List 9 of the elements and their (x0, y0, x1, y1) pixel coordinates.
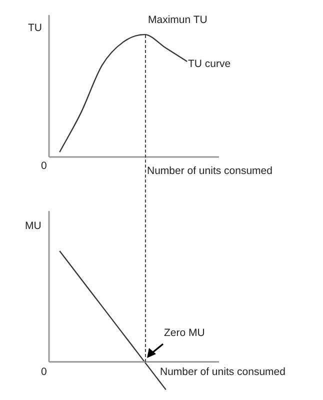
y-axis-title: MU (25, 220, 42, 232)
text: 0 (41, 366, 47, 378)
x-axis-title: Number of units consumed (147, 164, 273, 177)
x-axis-title: Number of units consumed (160, 366, 286, 378)
annotation: Zero MU (164, 326, 205, 339)
series-label: TU curve (188, 58, 231, 70)
text: Maximun TU (148, 14, 208, 26)
text: 0 (41, 160, 47, 172)
y-axis-title: TU (28, 22, 42, 34)
